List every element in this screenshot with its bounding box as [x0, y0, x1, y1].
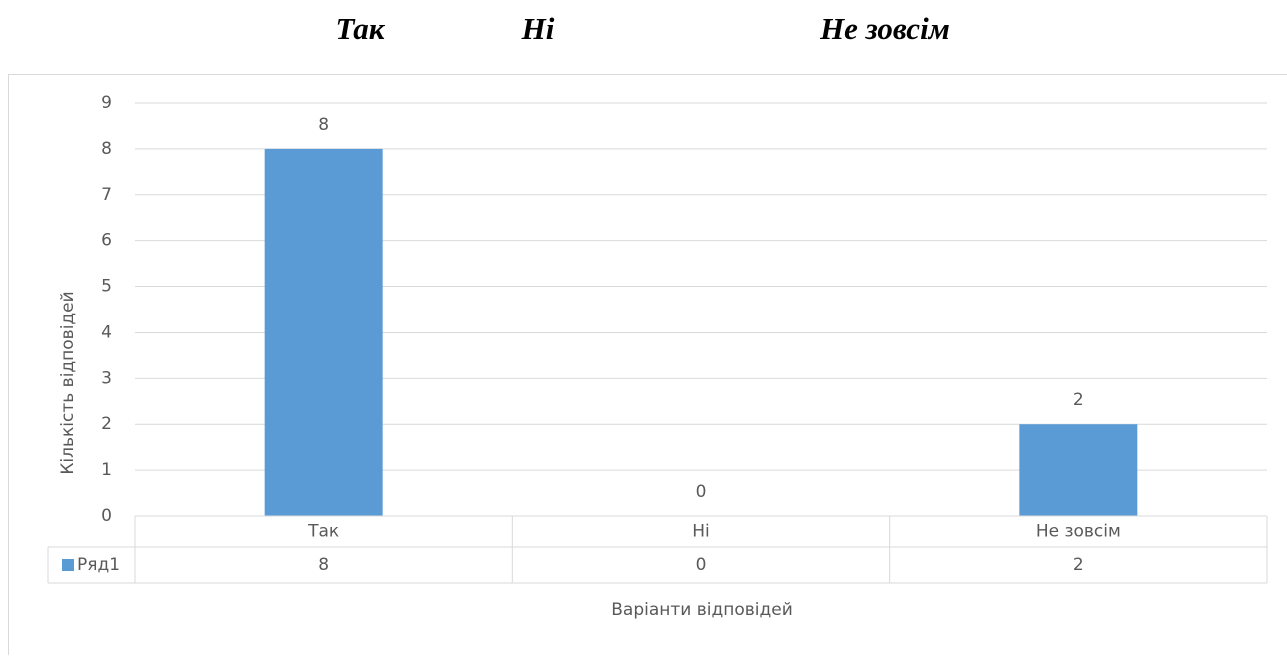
bar	[265, 149, 383, 516]
legend-swatch	[62, 559, 74, 571]
data-label: 2	[1073, 390, 1084, 410]
data-label: 8	[318, 115, 329, 135]
y-tick-label: 3	[101, 368, 112, 388]
legend-label: Ряд1	[77, 555, 120, 575]
y-tick-label: 8	[101, 139, 112, 159]
chart-frame	[9, 75, 1287, 656]
y-tick-label: 2	[101, 414, 112, 434]
y-tick-label: 9	[101, 93, 112, 113]
y-tick-label: 7	[101, 185, 112, 205]
heading-word: Не зовсім	[819, 11, 950, 46]
y-tick-label: 6	[101, 231, 112, 251]
x-tick-label: Ні	[692, 522, 710, 542]
table-value: 2	[1073, 555, 1084, 575]
heading-word: Так	[335, 11, 385, 46]
x-tick-label: Так	[307, 522, 339, 542]
y-tick-label: 0	[101, 506, 112, 526]
y-axis-label: Кількість відповідей	[58, 291, 78, 474]
y-tick-label: 1	[101, 460, 112, 480]
table-value: 8	[318, 555, 329, 575]
heading-word: Ні	[521, 11, 555, 46]
y-tick-label: 5	[101, 277, 112, 297]
data-label: 0	[696, 482, 707, 502]
y-tick-label: 4	[101, 322, 112, 342]
x-axis-label: Варіанти відповідей	[611, 600, 793, 620]
table-value: 0	[696, 555, 707, 575]
bar	[1019, 424, 1137, 516]
x-tick-label: Не зовсім	[1036, 522, 1121, 542]
